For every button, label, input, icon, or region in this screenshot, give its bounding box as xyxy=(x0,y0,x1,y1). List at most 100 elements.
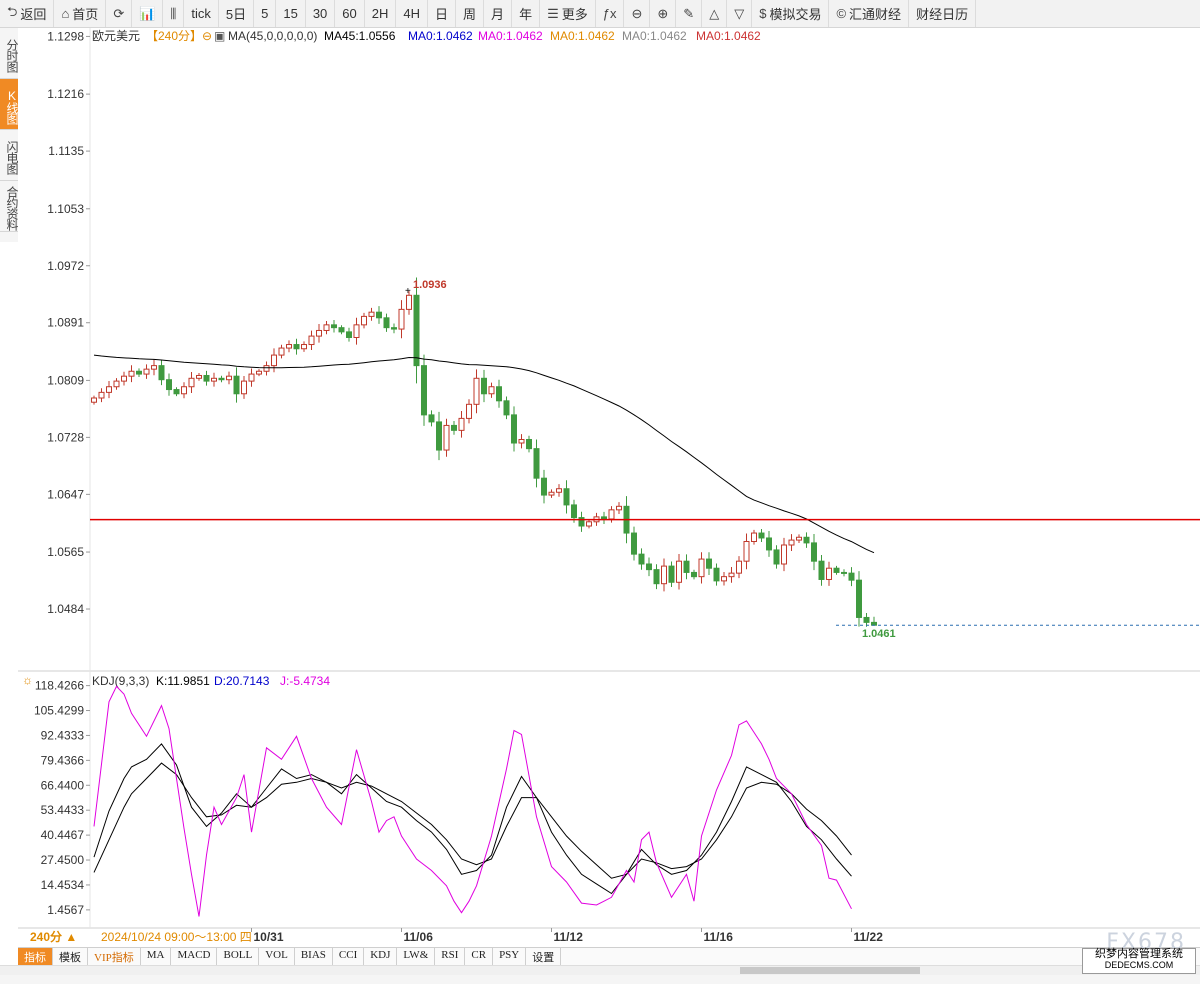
period-5日-button[interactable]: 5日 xyxy=(219,0,255,27)
candle xyxy=(346,327,352,342)
candle xyxy=(616,502,622,514)
indicator-tab[interactable]: VIP指标 xyxy=(88,948,141,965)
candle xyxy=(338,325,345,335)
fx-icon: ƒx xyxy=(602,6,617,21)
side-tab[interactable]: K线图 xyxy=(0,79,19,130)
period-周-button[interactable]: 周 xyxy=(456,0,485,27)
side-tab[interactable]: 合约资料 xyxy=(0,181,19,232)
indicator-tab[interactable]: PSY xyxy=(493,948,527,965)
zoom-in-button[interactable]: ⊕ xyxy=(650,0,677,27)
date-label: 11/16 xyxy=(704,930,734,944)
candle xyxy=(736,556,742,579)
huitong-button[interactable]: © 汇通财经 xyxy=(829,0,910,27)
candle xyxy=(443,418,450,457)
last-price-label: 1.0461 xyxy=(862,628,896,640)
candle xyxy=(721,571,727,586)
candle xyxy=(773,545,780,569)
candle xyxy=(833,565,840,575)
candle xyxy=(458,411,465,438)
candle-style-button[interactable]: ⫼ xyxy=(163,0,185,27)
candle xyxy=(226,371,232,385)
dollar-button[interactable]: $ 模拟交易 xyxy=(752,0,830,27)
candle xyxy=(406,291,412,315)
fx-button[interactable]: ƒx xyxy=(596,0,625,27)
draw-pen-button[interactable]: ✎ xyxy=(676,0,703,27)
candle xyxy=(353,317,360,345)
candle-body xyxy=(691,571,697,578)
scrollbar-thumb[interactable] xyxy=(740,967,920,974)
price-tick-label: 1.0728 xyxy=(47,430,84,444)
candle-body xyxy=(271,354,277,367)
toolbar-label: 月 xyxy=(491,7,505,22)
indicator-tab[interactable]: BOLL xyxy=(217,948,260,965)
candle-body xyxy=(91,397,97,403)
indicator-tab[interactable]: 模板 xyxy=(53,948,88,965)
price-tick-label: 1.0647 xyxy=(47,487,84,501)
candle xyxy=(631,526,637,561)
candle-body xyxy=(751,532,757,542)
zoom-out-icon: ⊖ xyxy=(631,5,643,21)
period-月-button[interactable]: 月 xyxy=(484,0,513,27)
kdj-tick-label: 53.4433 xyxy=(41,803,85,817)
kdj-j-line xyxy=(93,685,852,917)
candle-body xyxy=(638,553,645,565)
kdj-params-label: KDJ(9,3,3) xyxy=(92,674,149,688)
indicator-tab[interactable]: 设置 xyxy=(526,948,562,965)
indicator-tab[interactable]: KDJ xyxy=(364,948,398,965)
candle-body xyxy=(563,488,570,506)
period-60-button[interactable]: 60 xyxy=(335,0,365,27)
zoom-out-button[interactable]: ⊖ xyxy=(624,0,651,27)
triangle-down-icon: ▽ xyxy=(734,5,745,21)
candle-body xyxy=(833,567,840,573)
indicator-tab[interactable]: 指标 xyxy=(18,948,53,965)
menu-button[interactable]: ☰ 更多 xyxy=(540,0,596,27)
candle xyxy=(796,534,802,543)
indicator-tab[interactable]: RSI xyxy=(435,948,466,965)
toolbar-label: 汇通财经 xyxy=(849,7,902,22)
candle xyxy=(278,344,285,359)
indicator-tab[interactable]: MA xyxy=(141,948,172,965)
price-tick-label: 1.1298 xyxy=(47,29,84,43)
candle-body xyxy=(226,375,232,381)
candle xyxy=(421,354,427,426)
back-arrow-button[interactable]: ⮌ 返回 xyxy=(0,0,55,27)
chart-type-button[interactable]: 📊 xyxy=(132,0,164,27)
period-badge[interactable]: 240分 ▲ xyxy=(30,929,77,944)
triangle-up-button[interactable]: △ xyxy=(702,0,728,27)
candle-body xyxy=(533,448,540,479)
candle xyxy=(481,369,487,403)
candle xyxy=(263,361,270,376)
indicator-tab[interactable]: BIAS xyxy=(295,948,333,965)
candle-body xyxy=(713,567,720,582)
refresh-button[interactable]: ⟳ xyxy=(106,0,133,27)
indicator-tab[interactable]: LW& xyxy=(397,948,436,965)
candle-body xyxy=(466,403,472,419)
period-15-button[interactable]: 15 xyxy=(276,0,306,27)
kdj-settings-icon[interactable]: ☼ xyxy=(22,673,33,687)
candle xyxy=(751,529,757,545)
period-年-button[interactable]: 年 xyxy=(512,0,541,27)
chart-type-icon: 📊 xyxy=(139,5,156,21)
triangle-down-button[interactable]: ▽ xyxy=(727,0,753,27)
period-2H-button[interactable]: 2H xyxy=(365,0,397,27)
side-tab[interactable]: 分时图 xyxy=(0,28,19,79)
indicator-tab[interactable]: MACD xyxy=(171,948,218,965)
candle xyxy=(323,321,330,335)
period-tick-button[interactable]: tick xyxy=(184,0,219,27)
candle xyxy=(563,480,570,514)
candle-body xyxy=(646,563,652,571)
side-tab[interactable]: 闪电图 xyxy=(0,130,19,181)
period-30-button[interactable]: 30 xyxy=(306,0,336,27)
candle-body xyxy=(661,565,667,585)
period-5-button[interactable]: 5 xyxy=(254,0,277,27)
indicator-tab[interactable]: CCI xyxy=(333,948,365,965)
indicator-tab[interactable]: VOL xyxy=(259,948,295,965)
period-财经日历-button[interactable]: 财经日历 xyxy=(909,0,977,27)
home-button[interactable]: ⌂ 首页 xyxy=(54,0,107,27)
period-日-button[interactable]: 日 xyxy=(428,0,457,27)
period-4H-button[interactable]: 4H xyxy=(396,0,429,27)
price-tick-label: 1.1135 xyxy=(48,144,84,158)
candle xyxy=(743,533,750,570)
indicator-tab[interactable]: CR xyxy=(465,948,494,965)
horizontal-scrollbar[interactable] xyxy=(0,965,1200,976)
